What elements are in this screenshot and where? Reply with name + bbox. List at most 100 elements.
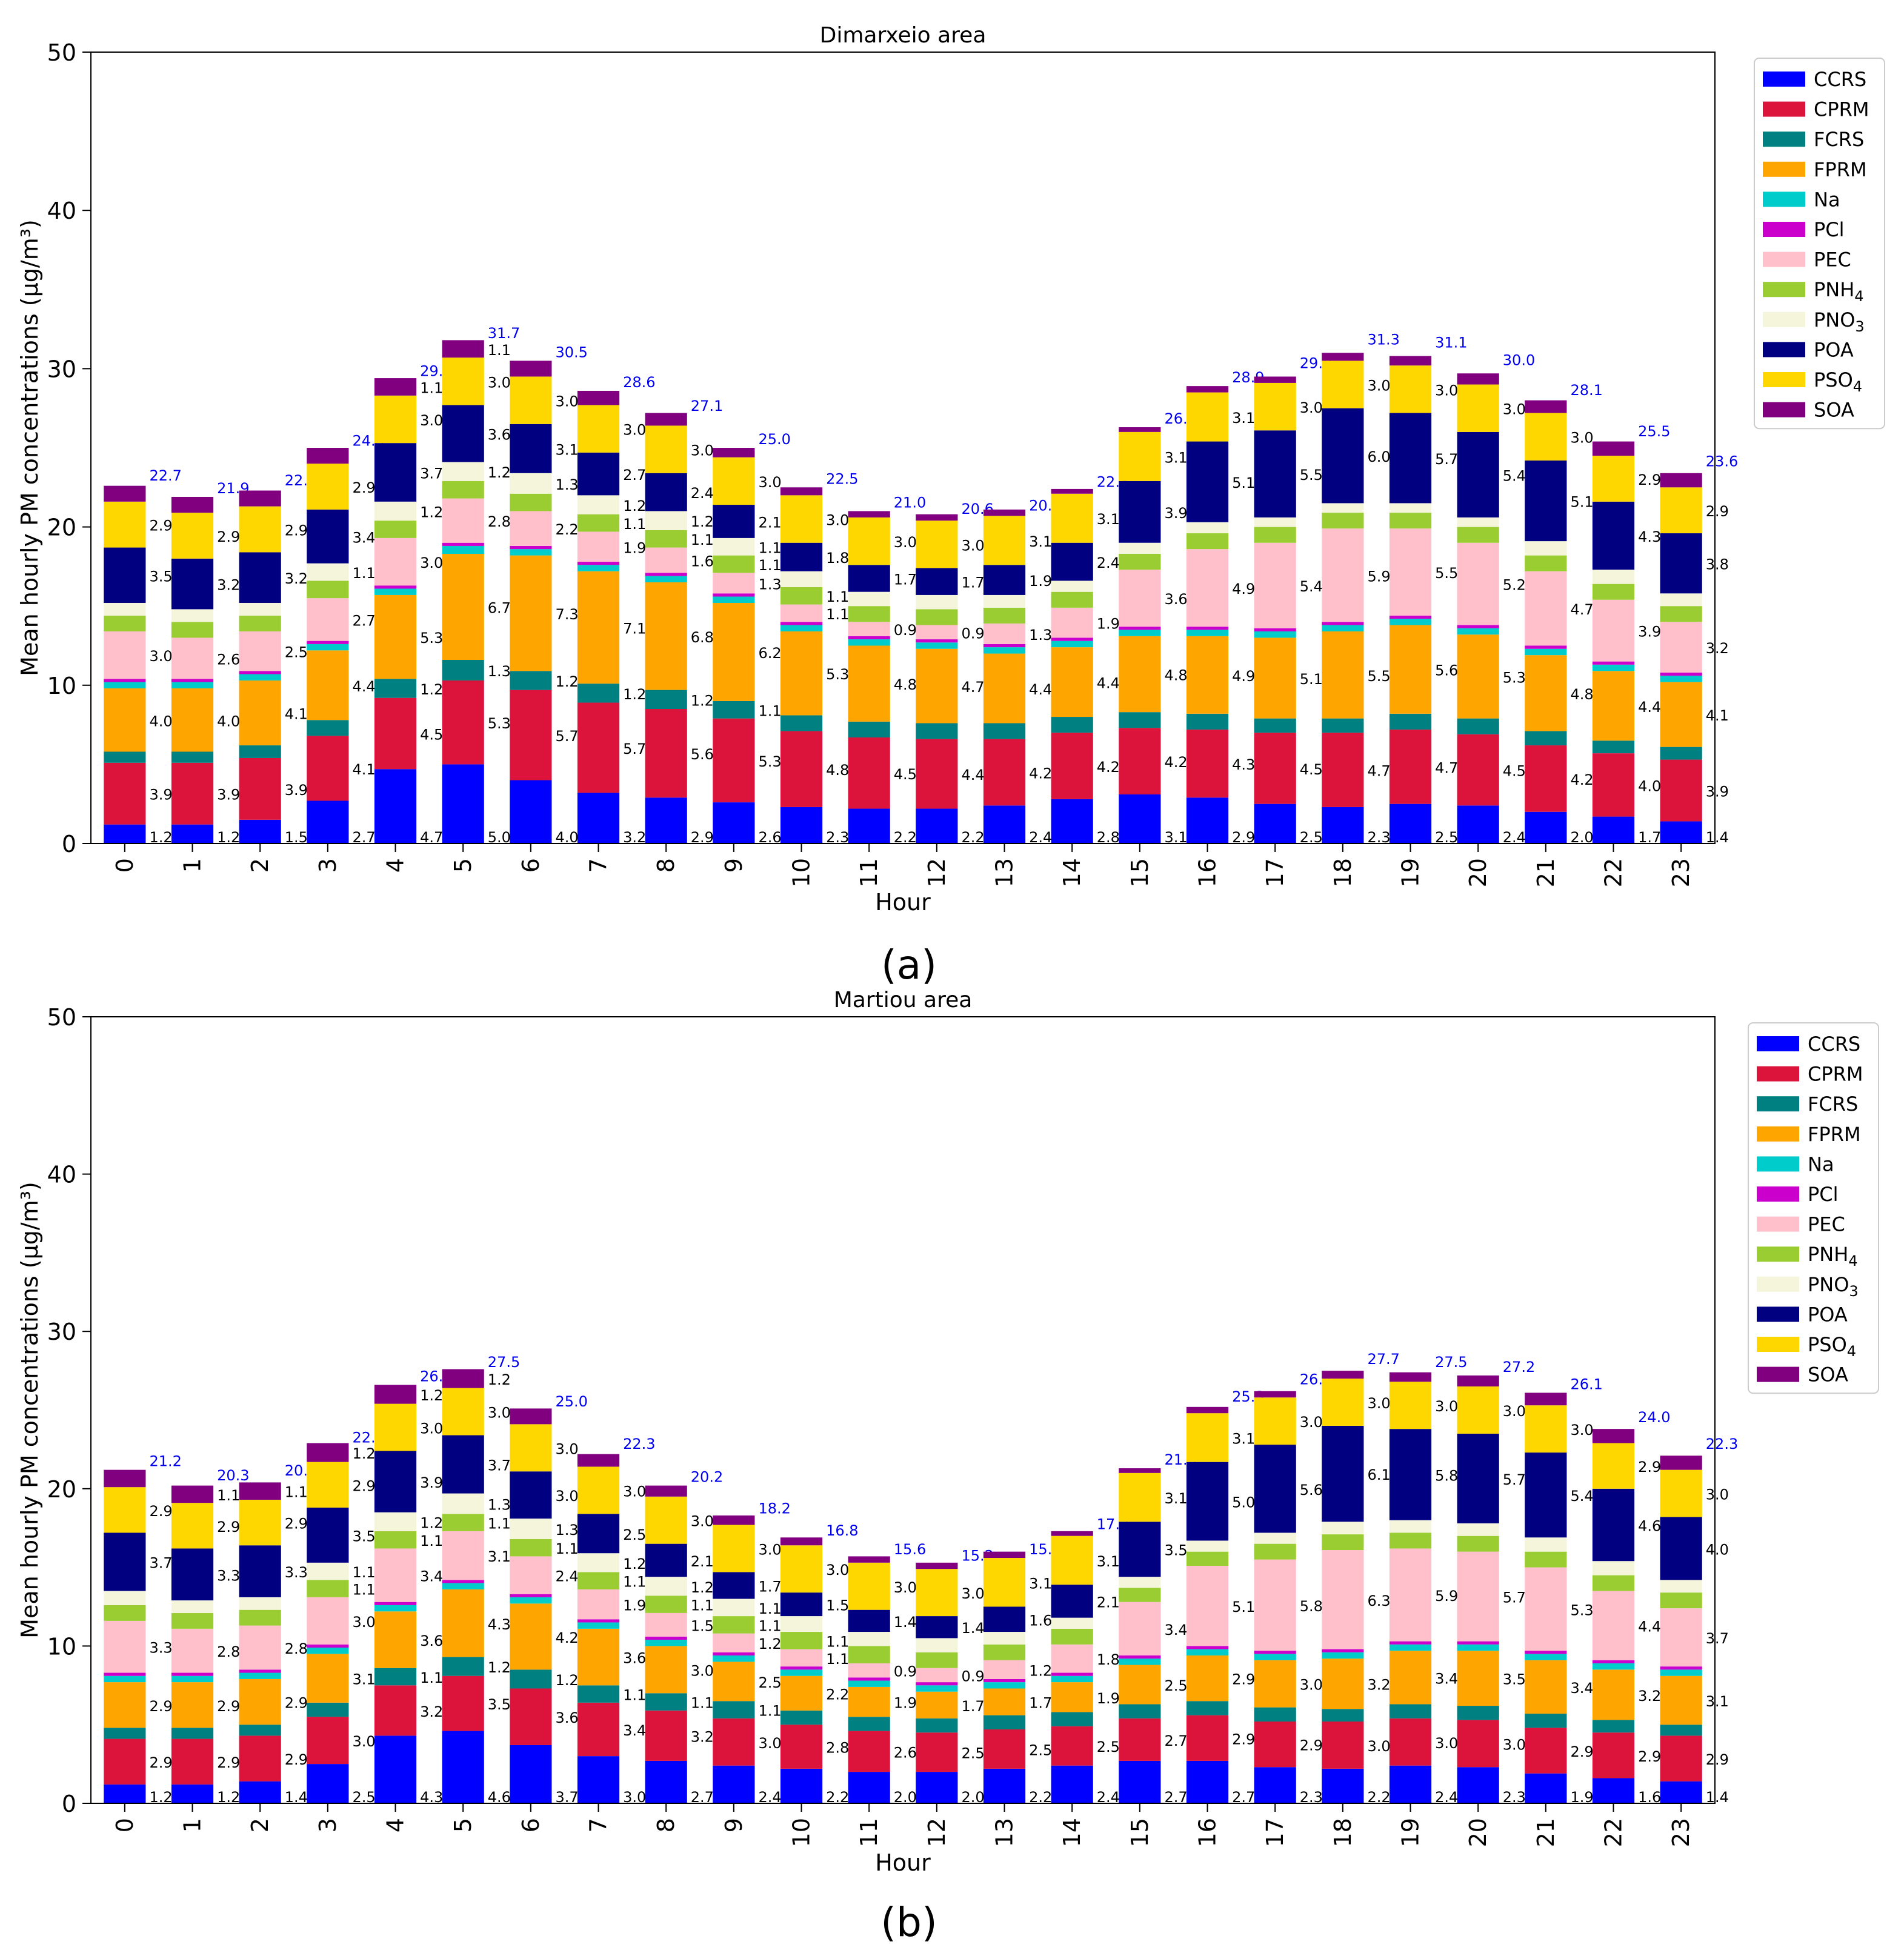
total-value-label: 22.3 [1706, 1436, 1738, 1452]
bar-segment-pnh4-7 [577, 1572, 620, 1589]
total-value-label: 20.3 [217, 1467, 249, 1484]
bar-segment-fcrs-4 [374, 679, 417, 698]
segment-value-label: 2.4 [555, 1568, 578, 1585]
segment-value-label: 2.5 [758, 1674, 781, 1691]
bar-segment-poa-12 [916, 568, 958, 595]
segment-value-label: 5.8 [1300, 1598, 1323, 1615]
segment-value-label: 3.9 [1164, 505, 1187, 522]
bar-segment-pno3-13 [983, 1632, 1026, 1645]
bar-segment-soa-17 [1254, 1391, 1296, 1398]
segment-value-label: 2.1 [1097, 1594, 1120, 1611]
bar-segment-pec-4 [374, 537, 417, 586]
segment-value-label: 2.5 [623, 1526, 646, 1543]
bar-segment-pso4-15 [1119, 1472, 1161, 1522]
bar-segment-na-4 [374, 588, 417, 595]
segment-value-label: 1.2 [691, 513, 714, 530]
segment-value-label: 3.0 [1503, 401, 1526, 418]
bar-segment-pcl-12 [916, 1682, 958, 1686]
segment-value-label: 3.5 [488, 1696, 511, 1713]
segment-value-label: 1.1 [758, 702, 781, 719]
bar-segment-pno3-8 [645, 1577, 687, 1596]
segment-value-label: 3.4 [352, 529, 375, 546]
bar-segment-pno3-17 [1254, 1532, 1296, 1544]
segment-value-label: 3.0 [1435, 1735, 1458, 1752]
legend-swatch-pno3 [1757, 1276, 1799, 1292]
bar-segment-soa-6 [510, 361, 552, 377]
bar-segment-pnh4-2 [239, 615, 281, 631]
bar-segment-pno3-21 [1525, 541, 1567, 556]
segment-value-label: 1.7 [758, 1578, 781, 1595]
bar-segment-pso4-14 [1051, 1535, 1093, 1585]
bar-segment-fprm-16 [1186, 636, 1229, 714]
segment-value-label: 3.1 [1164, 1490, 1187, 1507]
segment-value-label: 3.0 [1367, 1395, 1390, 1412]
bar-segment-pcl-3 [307, 1644, 349, 1648]
bar-segment-na-14 [1051, 1675, 1093, 1683]
legend-swatch-pcl [1757, 1186, 1799, 1202]
bar-segment-poa-4 [374, 443, 417, 502]
bar-segment-pcl-13 [983, 1679, 1026, 1683]
bar-segment-soa-8 [645, 1485, 687, 1497]
bar-segment-soa-13 [983, 509, 1026, 516]
segment-value-label: 4.4 [961, 767, 984, 784]
segment-value-label: 2.9 [1232, 1731, 1255, 1748]
segment-value-label: 1.1 [758, 1600, 781, 1617]
bar-segment-poa-18 [1322, 408, 1364, 504]
segment-value-label: 2.8 [826, 1740, 849, 1757]
bar-segment-fcrs-21 [1525, 1714, 1567, 1728]
bar-segment-pec-5 [442, 498, 484, 543]
bar-segment-fcrs-8 [645, 1693, 687, 1711]
bar-segment-na-8 [645, 576, 687, 583]
segment-value-label: 2.1 [691, 1553, 714, 1570]
segment-value-label: 1.1 [488, 1515, 511, 1532]
bar-segment-pec-15 [1119, 570, 1161, 627]
bar-segment-poa-2 [239, 1545, 281, 1597]
bar-segment-pno3-7 [577, 495, 620, 514]
bar-segment-fcrs-15 [1119, 712, 1161, 728]
segment-value-label: 3.0 [420, 1420, 443, 1437]
bar-segment-pec-19 [1389, 1548, 1432, 1642]
segment-value-label: 4.4 [1638, 1619, 1661, 1635]
segment-value-label: 2.8 [488, 513, 511, 530]
bar-segment-cprm-19 [1389, 1718, 1432, 1766]
segment-value-label: 3.1 [1232, 1430, 1255, 1447]
bar-segment-na-12 [916, 1685, 958, 1692]
bar-segment-pcl-12 [916, 639, 958, 643]
bar-segment-fcrs-11 [848, 721, 890, 737]
segment-value-label: 1.2 [758, 1635, 781, 1652]
segment-value-label: 4.1 [352, 761, 375, 778]
bar-segment-pec-23 [1660, 1608, 1702, 1667]
segment-value-label: 6.1 [1367, 1466, 1390, 1483]
x-tick-label: 21 [1533, 858, 1559, 887]
segment-value-label: 4.8 [1164, 667, 1187, 684]
bar-segment-pso4-11 [848, 1562, 890, 1610]
segment-value-label: 4.8 [1570, 686, 1593, 703]
bar-segment-pno3-11 [848, 1632, 890, 1646]
bar-segment-pso4-4 [374, 395, 417, 444]
segment-value-label: 4.0 [1706, 1541, 1729, 1558]
bar-segment-poa-13 [983, 1606, 1026, 1632]
bar-segment-pec-8 [645, 547, 687, 573]
segment-value-label: 1.1 [758, 1617, 781, 1634]
segment-value-label: 3.2 [1638, 1688, 1661, 1705]
bar-segment-pcl-23 [1660, 672, 1702, 676]
segment-value-label: 4.2 [1570, 771, 1593, 788]
bar-segment-soa-1 [171, 496, 214, 513]
bar-segment-fprm-6 [510, 1603, 552, 1670]
bar-segment-pno3-16 [1186, 522, 1229, 534]
x-tick-label: 20 [1465, 1818, 1491, 1847]
bar-segment-poa-19 [1389, 1429, 1432, 1520]
bar-segment-pnh4-17 [1254, 527, 1296, 543]
bar-segment-ccrs-0 [104, 824, 146, 843]
total-value-label: 25.0 [758, 431, 790, 448]
segment-value-label: 6.0 [1367, 448, 1390, 465]
segment-value-label: 5.8 [1435, 1467, 1458, 1484]
bar-segment-na-20 [1457, 628, 1499, 635]
total-value-label: 22.5 [826, 470, 858, 487]
bar-segment-pno3-5 [442, 462, 484, 481]
legend-label-fprm: FPRM [1808, 1123, 1861, 1146]
segment-value-label: 3.0 [758, 474, 781, 491]
bar-segment-pec-6 [510, 511, 552, 546]
bar-segment-pnh4-10 [780, 587, 823, 605]
